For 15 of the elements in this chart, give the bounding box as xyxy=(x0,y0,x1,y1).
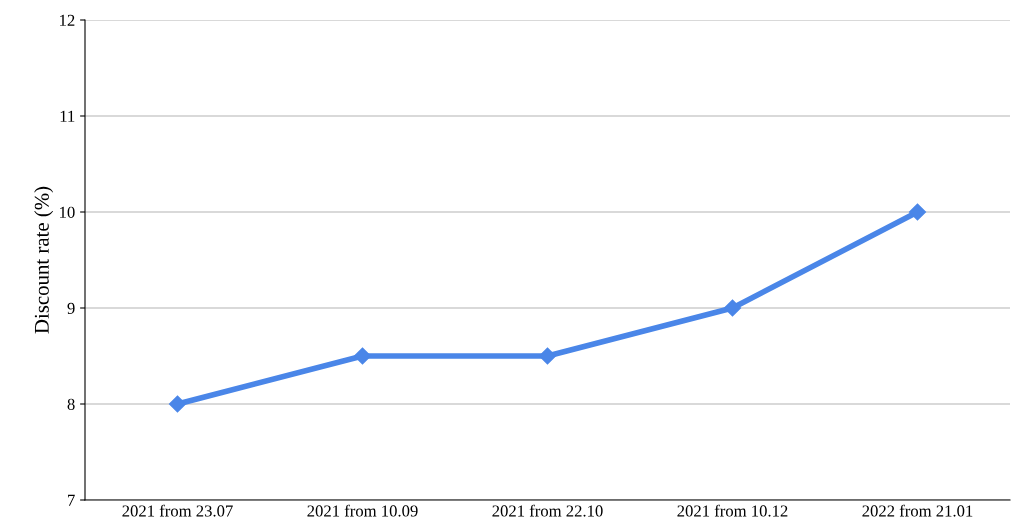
point xyxy=(723,299,742,317)
y-tick-label: 10 xyxy=(60,206,75,218)
y-tick-label: 11 xyxy=(60,110,75,122)
x-tick-label: 2021 from 10.12 xyxy=(677,504,788,517)
x-tick-label: 2021 from 10.09 xyxy=(307,504,418,517)
y-tick-label: 7 xyxy=(68,494,75,506)
x-tick-label: 2022 from 21.01 xyxy=(862,504,973,517)
point xyxy=(168,395,187,413)
x-tick-label: 2021 from 23.07 xyxy=(122,504,233,517)
y-axis-title: Discount rate (%) xyxy=(34,186,54,334)
point xyxy=(908,203,927,221)
y-tick-label: 8 xyxy=(67,398,75,410)
x-tick-label: 2021 from 22.10 xyxy=(492,504,603,517)
y-tick-label: 12 xyxy=(60,14,75,26)
y-tick-label: 9 xyxy=(67,302,75,314)
